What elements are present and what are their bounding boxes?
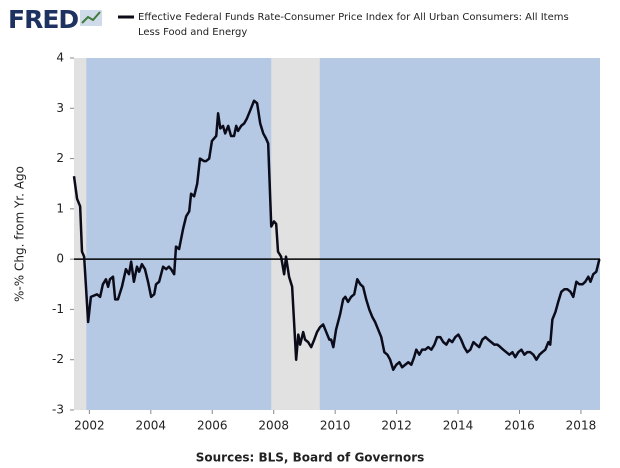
x-tick-label: 2006 xyxy=(197,419,228,433)
y-tick-label: 0 xyxy=(56,252,64,266)
y-tick-label: -2 xyxy=(52,352,64,366)
brand-logo[interactable]: FRED xyxy=(8,5,79,34)
y-tick-label: 1 xyxy=(56,201,64,215)
x-tick-label: 2004 xyxy=(136,419,167,433)
y-tick-label: 4 xyxy=(56,51,64,65)
source-note: Sources: BLS, Board of Governors xyxy=(196,451,425,465)
logo-icon-line xyxy=(81,11,101,24)
y-tick-label: 3 xyxy=(56,101,64,115)
x-tick-label: 2018 xyxy=(566,419,597,433)
y-axis-label: %-% Chg. from Yr. Ago xyxy=(13,166,27,302)
y-tick-label: -1 xyxy=(52,302,64,316)
x-tick-label: 2008 xyxy=(258,419,289,433)
x-tick-label: 2012 xyxy=(381,419,412,433)
legend-entry: Effective Federal Funds Rate-Consumer Pr… xyxy=(138,12,569,38)
x-tick-label: 2014 xyxy=(443,419,474,433)
y-tick-label: -3 xyxy=(52,403,64,417)
plot-area xyxy=(74,58,600,410)
x-tick-label: 2016 xyxy=(504,419,535,433)
data-line xyxy=(72,99,601,372)
y-tick-label: 2 xyxy=(56,151,64,165)
x-tick-label: 2002 xyxy=(74,419,105,433)
x-tick-label: 2010 xyxy=(320,419,351,433)
